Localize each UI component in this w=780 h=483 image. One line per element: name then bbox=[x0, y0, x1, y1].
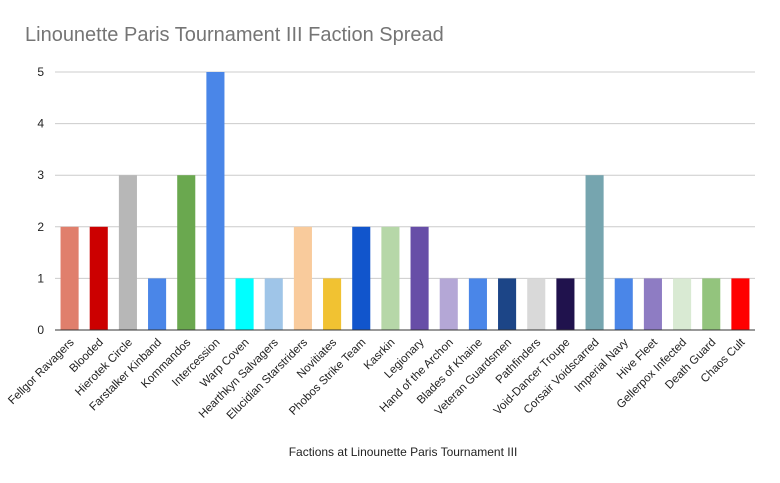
bar bbox=[731, 278, 750, 330]
bar bbox=[323, 278, 342, 330]
bars bbox=[60, 72, 750, 330]
bar bbox=[177, 175, 196, 330]
bar bbox=[410, 226, 429, 330]
bar bbox=[60, 226, 79, 330]
bar bbox=[673, 278, 692, 330]
y-tick-label: 4 bbox=[37, 117, 44, 131]
bar bbox=[498, 278, 517, 330]
chart-title: Linounette Paris Tournament III Faction … bbox=[25, 24, 444, 46]
bar bbox=[556, 278, 575, 330]
x-tick-label: Fellgor Ravagers bbox=[6, 336, 77, 407]
bar bbox=[352, 226, 371, 330]
y-axis-ticks: 0 1 2 3 4 5 bbox=[37, 65, 44, 337]
bar bbox=[614, 278, 633, 330]
y-tick-label: 1 bbox=[37, 271, 44, 285]
bar bbox=[468, 278, 487, 330]
x-axis-label: Factions at Linounette Paris Tournament … bbox=[289, 445, 518, 459]
bar bbox=[235, 278, 254, 330]
bar bbox=[89, 226, 108, 330]
y-tick-label: 3 bbox=[37, 168, 44, 182]
bar bbox=[585, 175, 604, 330]
bar bbox=[702, 278, 721, 330]
bar bbox=[264, 278, 283, 330]
gridlines bbox=[55, 71, 755, 279]
y-tick-label: 5 bbox=[37, 65, 44, 79]
bar bbox=[381, 226, 400, 330]
bar bbox=[643, 278, 662, 330]
bar bbox=[148, 278, 167, 330]
y-tick-label: 0 bbox=[37, 323, 44, 337]
bar bbox=[527, 278, 546, 330]
bar bbox=[293, 226, 312, 330]
y-tick-label: 2 bbox=[37, 220, 44, 234]
bar bbox=[439, 278, 458, 330]
bar bbox=[118, 175, 137, 330]
bar bbox=[206, 72, 225, 330]
